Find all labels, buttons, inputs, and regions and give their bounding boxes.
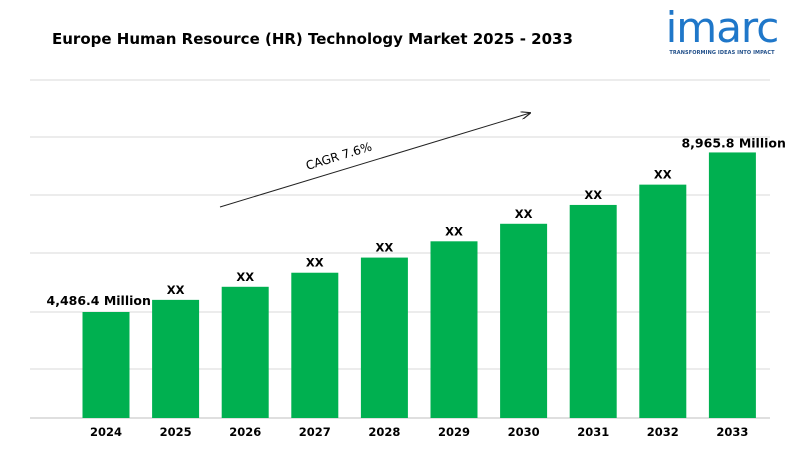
x-tick-2026: 2026 [229, 425, 261, 439]
data-label-2028: XX [376, 241, 394, 255]
bar-2032 [639, 184, 687, 418]
x-tick-labels: 2024 2025 2026 2027 2028 2029 2030 2031 2032 2033 [90, 425, 748, 439]
bar-2030 [500, 223, 548, 418]
data-label-2025: XX [167, 283, 185, 297]
chart-title: Europe Human Resource (HR) Technology Ma… [52, 30, 573, 48]
x-tick-2027: 2027 [299, 425, 331, 439]
data-label-2032: XX [654, 168, 672, 182]
bar-2031 [569, 204, 617, 418]
bar-2025 [152, 299, 200, 418]
bar-2027 [291, 272, 339, 418]
bar-2029 [430, 241, 478, 418]
data-label-2030: XX [515, 207, 533, 221]
cagr-arrow [219, 113, 530, 208]
x-tick-2033: 2033 [716, 425, 748, 439]
x-tick-2032: 2032 [647, 425, 679, 439]
data-label-2033: 8,965.8 Million [681, 135, 785, 150]
logo-tagline: TRANSFORMING IDEAS INTO IMPACT [669, 50, 775, 56]
data-label-2031: XX [584, 188, 602, 202]
data-label-2027: XX [306, 256, 324, 270]
data-label-2024: 4,486.4 Million [47, 293, 151, 308]
bar-2026 [221, 286, 269, 418]
bar-2033 [708, 152, 756, 418]
bar-2024 [82, 312, 130, 418]
cagr-annotation: CAGR 7.6% [219, 113, 530, 208]
x-tick-2031: 2031 [577, 425, 609, 439]
x-tick-2025: 2025 [160, 425, 192, 439]
logo-wordmark: imarc [665, 3, 780, 52]
imarc-logo: imarc TRANSFORMING IDEAS INTO IMPACT [663, 4, 781, 62]
bars [82, 152, 756, 418]
data-label-2029: XX [445, 224, 463, 238]
bar-2028 [360, 257, 408, 418]
x-tick-2024: 2024 [90, 425, 122, 439]
x-tick-2028: 2028 [368, 425, 400, 439]
data-label-2026: XX [236, 270, 254, 284]
x-tick-2029: 2029 [438, 425, 470, 439]
data-labels: 4,486.4 Million XX XX XX XX XX XX XX XX 8,965.8 M… [47, 135, 786, 308]
x-tick-2030: 2030 [508, 425, 540, 439]
cagr-label: CAGR 7.6% [304, 139, 373, 172]
